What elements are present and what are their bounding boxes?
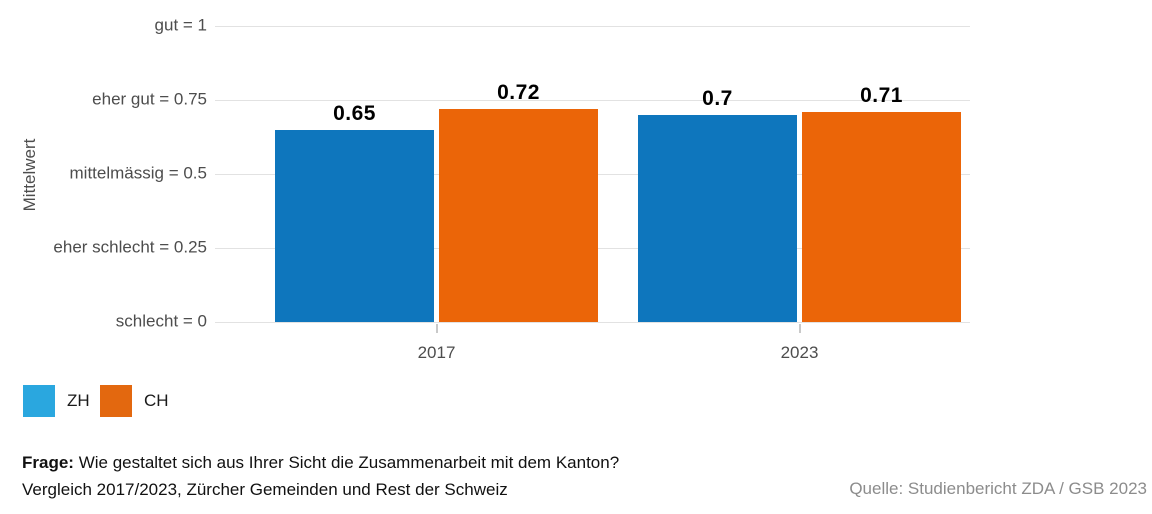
x-axis-tick-label: 2023 — [780, 343, 819, 362]
bar-value-label-zh-2017: 0.65 — [333, 101, 376, 125]
y-axis-tick-label: eher schlecht = 0.25 — [53, 237, 207, 257]
caption-question-line: Frage: Wie gestaltet sich aus Ihrer Sich… — [22, 449, 619, 476]
legend-label-zh: ZH — [67, 391, 90, 410]
x-axis-tick-mark — [798, 324, 801, 333]
gridline — [215, 100, 970, 101]
y-axis-tick-label: mittelmässig = 0.5 — [69, 163, 207, 183]
source-credit: Quelle: Studienbericht ZDA / GSB 2023 — [849, 479, 1147, 498]
question-text: Wie gestaltet sich aus Ihrer Sicht die Z… — [73, 453, 620, 472]
bar-value-label-ch-2017: 0.72 — [497, 80, 540, 104]
legend-swatch-ch — [100, 385, 132, 417]
y-axis-tick-label: gut = 1 — [154, 15, 207, 35]
bar-zh-2017 — [275, 129, 434, 322]
caption-subtitle: Vergleich 2017/2023, Zürcher Gemeinden u… — [22, 480, 508, 499]
legend-item-zh: ZH — [23, 385, 90, 417]
question-label: Frage: — [22, 453, 74, 472]
gridline — [215, 322, 970, 323]
bar-ch-2023 — [802, 111, 961, 322]
x-axis-tick-label: 2017 — [417, 343, 456, 362]
x-axis-tick-mark — [435, 324, 438, 333]
y-axis-tick-label: eher gut = 0.75 — [92, 89, 207, 109]
legend-label-ch: CH — [144, 391, 169, 410]
caption: Frage: Wie gestaltet sich aus Ihrer Sich… — [22, 449, 619, 503]
bar-value-label-ch-2023: 0.71 — [860, 83, 903, 107]
y-axis-tick-label: schlecht = 0 — [115, 311, 207, 331]
bar-value-label-zh-2023: 0.7 — [702, 86, 733, 110]
legend-swatch-zh — [23, 385, 55, 417]
y-axis-title: Mittelwert — [20, 138, 39, 212]
legend-item-ch: CH — [100, 385, 169, 417]
gridline — [215, 26, 970, 27]
bar-zh-2023 — [638, 114, 797, 322]
bar-ch-2017 — [439, 108, 598, 322]
